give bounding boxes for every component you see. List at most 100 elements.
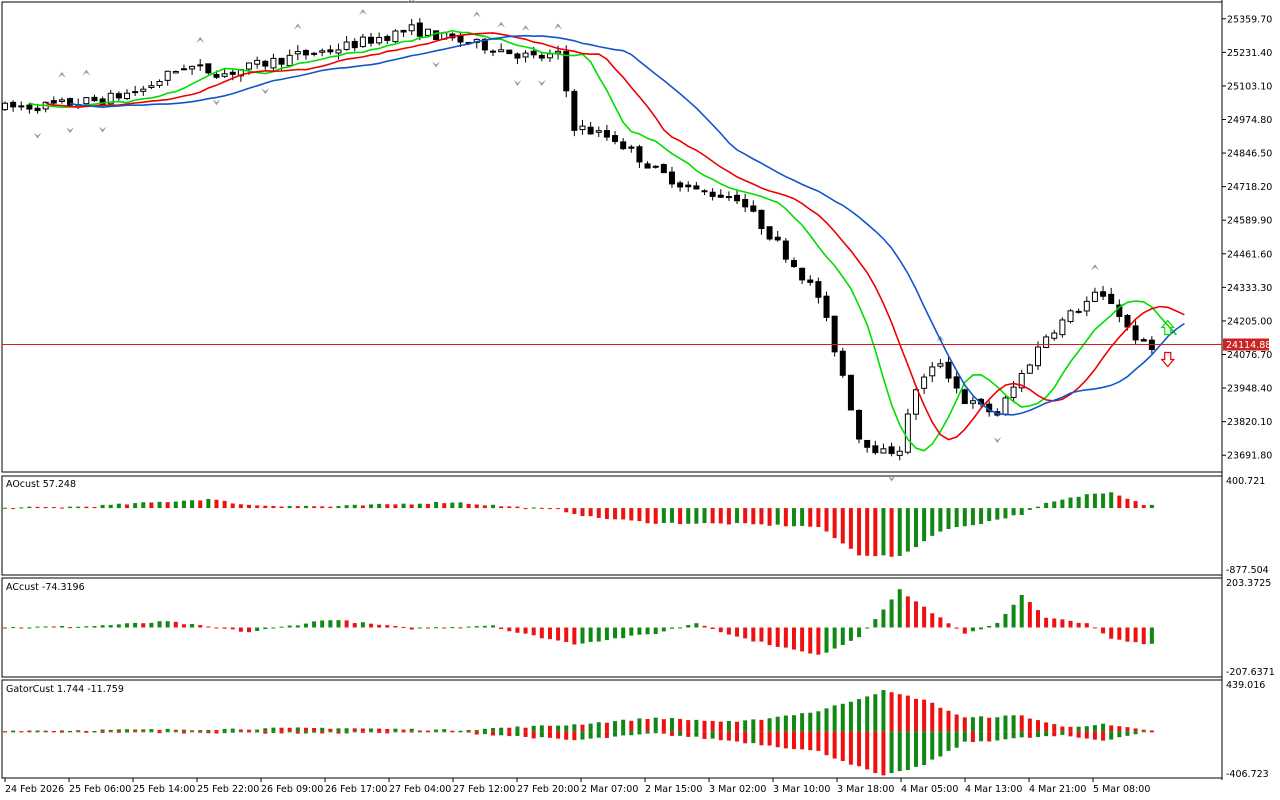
ac-bar (157, 621, 162, 628)
ac-bar (954, 627, 959, 629)
ac-bar (222, 627, 227, 629)
price-tick-label: 24205.00 (1227, 316, 1272, 327)
ao-bar (604, 508, 609, 520)
ao-bar (27, 506, 32, 509)
ao-bar (1084, 494, 1089, 509)
candle-body (961, 389, 968, 405)
ao-bar (19, 507, 24, 509)
gator-lower-bar (653, 731, 658, 734)
price-tick-label: 24974.80 (1227, 115, 1272, 126)
ao-bar (100, 504, 105, 509)
gator-upper-bar (43, 730, 48, 732)
ao-bar (116, 503, 121, 509)
gator-lower-bar (133, 731, 138, 733)
fractal-up-marker (521, 25, 530, 32)
gator-lower-bar (222, 731, 227, 734)
ao-bar (141, 502, 146, 509)
ao-bar (238, 504, 243, 509)
ao-bar (474, 504, 479, 509)
pane-border-1 (1, 475, 1223, 576)
ac-bar (417, 627, 422, 629)
candle-body (140, 88, 147, 92)
fractal-down-marker (33, 132, 42, 139)
ac-bar (629, 627, 634, 636)
gator-lower-bar (369, 731, 374, 733)
ac-bar (922, 606, 927, 628)
ac-bar (385, 625, 390, 628)
price-tick-label: 24846.50 (1227, 149, 1272, 160)
ao-bar (694, 508, 699, 524)
gator-lower-bar (450, 731, 455, 733)
ac-bar (173, 621, 178, 628)
ao-bar (889, 508, 894, 557)
gator-lower-bar (238, 731, 243, 733)
ao-bar (718, 508, 723, 524)
ac-bar (531, 627, 536, 636)
price-tick-label: 23691.80 (1227, 451, 1272, 462)
ao-bar (206, 498, 211, 509)
gator-lower-bar (68, 731, 73, 733)
gator-lower-bar (1092, 731, 1097, 740)
candle-body (286, 54, 293, 67)
candle-body (107, 92, 114, 105)
gator-upper-bar (238, 729, 243, 732)
ao-bar (816, 508, 821, 527)
ac-histogram (3, 589, 1154, 655)
candle-body (408, 24, 415, 32)
gator-upper-bar (865, 696, 870, 732)
gator-lower-bar (775, 731, 780, 748)
fractal-up-marker (497, 21, 506, 28)
gator-upper-bar (857, 699, 862, 732)
gator-lower-bar (198, 731, 203, 733)
gator-lower-bar (230, 731, 235, 733)
gator-lower-bar (287, 731, 292, 733)
gator-lower-bar (881, 731, 886, 776)
ao-bar (523, 508, 528, 510)
ac-bar (669, 627, 674, 629)
gator-upper-bar (970, 717, 975, 732)
ac-bar (1011, 604, 1016, 628)
candle-body (270, 57, 277, 69)
candle-body (546, 53, 553, 59)
ac-bar (352, 623, 357, 628)
ao-bar (190, 500, 195, 509)
gator-lower-bar (556, 731, 561, 739)
ao-bar (661, 508, 666, 523)
candle-body (132, 91, 139, 94)
gator-lower-bar (181, 731, 186, 734)
ac-bar (905, 596, 910, 628)
ac-bar (539, 627, 544, 639)
time-tick-label: 3 Mar 02:00 (709, 784, 766, 795)
gator-lower-bar (141, 731, 146, 733)
ao-bar (491, 504, 496, 509)
candle-body (384, 35, 391, 41)
candle-body (595, 130, 602, 133)
gator-lower-bar (385, 731, 390, 734)
candles (2, 18, 1155, 461)
ao-bar (442, 503, 447, 509)
candle-body (498, 49, 505, 53)
price-tick-label: 24076.70 (1227, 350, 1272, 361)
candle-body (1059, 319, 1066, 336)
price-tick-label: 23820.10 (1227, 417, 1272, 428)
candle-body (709, 191, 716, 197)
ac-bar (133, 622, 138, 628)
candle-body (319, 50, 326, 53)
gator-upper-bar (1052, 724, 1057, 732)
panes-frame (1, 0, 1223, 780)
gator-upper-bar (848, 701, 853, 732)
candle-body (742, 199, 749, 208)
ac-bar (1125, 627, 1130, 642)
ac-bar (596, 627, 601, 642)
candle-body (668, 171, 675, 185)
price-tick-label: 25359.70 (1227, 14, 1272, 25)
candle-body (327, 49, 334, 53)
gator-lower-bar (759, 731, 764, 746)
gator-upper-bar (531, 725, 536, 732)
candle-body (953, 376, 960, 389)
ac-bar (645, 627, 650, 635)
ao-bar (1068, 497, 1073, 509)
gator-lower-bar (596, 731, 601, 738)
ao-bar (173, 501, 178, 509)
gator-lower-bar (702, 731, 707, 739)
